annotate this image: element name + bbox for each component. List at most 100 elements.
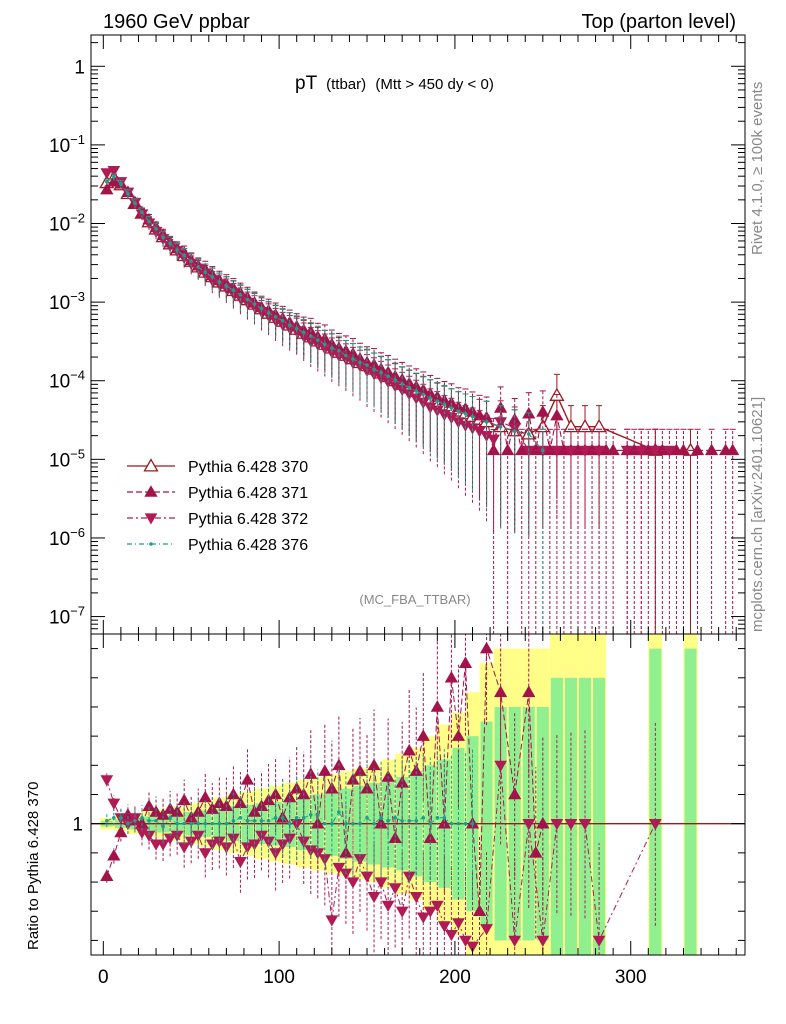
legend-entry-4: Pythia 6.428 376 <box>127 537 308 554</box>
data-point <box>100 168 114 180</box>
ratio-point <box>224 821 229 826</box>
data-point <box>386 374 390 379</box>
data-point <box>203 270 208 275</box>
data-point <box>100 182 114 195</box>
ratio-point <box>212 796 226 809</box>
data-point <box>508 423 522 435</box>
ratio-point <box>198 790 212 803</box>
ratio-line <box>106 648 544 912</box>
data-point <box>536 405 550 417</box>
data-point <box>294 326 299 331</box>
ratio-point <box>564 819 578 831</box>
ratio-point <box>177 793 191 806</box>
data-point <box>301 330 306 335</box>
ratio-point <box>344 821 348 826</box>
ratio-point <box>529 846 543 858</box>
ratio-point <box>189 821 194 826</box>
series-line <box>106 176 691 452</box>
ratio-point <box>147 818 151 823</box>
data-point <box>133 201 137 206</box>
ratio-point <box>217 821 222 826</box>
ratio-point <box>315 813 320 817</box>
data-point <box>107 166 121 178</box>
data-point <box>344 353 348 358</box>
ratio-point <box>248 839 261 851</box>
ratio-point <box>266 818 271 823</box>
ratio-point <box>452 918 465 930</box>
ratio-point <box>234 856 247 869</box>
series-line <box>106 181 733 451</box>
x-tick-label: 200 <box>439 967 471 988</box>
x-tick-label: 100 <box>263 967 295 988</box>
ratio-point <box>245 818 250 823</box>
ratio-point <box>112 816 116 820</box>
data-point <box>224 284 229 288</box>
ratio-point <box>128 813 142 825</box>
ratio-point <box>196 821 201 826</box>
ratio-y-tick-label: 1 <box>72 815 83 836</box>
ratio-point <box>205 839 219 851</box>
data-point <box>498 424 503 429</box>
ratio-point <box>231 818 236 823</box>
plot-title-main: pT <box>295 73 318 94</box>
data-point <box>407 385 412 390</box>
ratio-point <box>168 816 172 820</box>
data-point <box>126 191 130 196</box>
data-point <box>663 445 676 457</box>
data-point <box>266 311 271 315</box>
series-line <box>106 176 544 451</box>
y-tick-label: 10−5 <box>49 446 85 471</box>
data-point <box>704 443 719 456</box>
ratio-point <box>198 848 212 860</box>
ratio-point <box>536 935 550 947</box>
ratio-point <box>100 869 114 881</box>
data-point <box>606 443 620 456</box>
y-tick-label: 10−3 <box>49 289 85 314</box>
ratio-point <box>358 821 362 826</box>
ratio-point <box>466 941 479 953</box>
series-2 <box>100 174 740 634</box>
data-point <box>577 418 593 433</box>
y-tick-label: 1 <box>74 57 85 78</box>
ratio-point <box>294 816 299 820</box>
data-point <box>323 342 327 347</box>
data-point <box>463 411 468 416</box>
ratio-point <box>409 764 423 776</box>
analysis-watermark: (MC_FBA_TTBAR) <box>359 592 470 607</box>
data-point <box>726 443 740 456</box>
main-plot-series <box>99 166 740 634</box>
ratio-point <box>119 816 123 820</box>
data-point <box>308 334 313 338</box>
ratio-point <box>472 904 487 917</box>
legend: Pythia 6.428 370 Pythia 6.428 371 Pythia 6… <box>127 458 308 554</box>
data-point <box>135 209 149 221</box>
ratio-point <box>522 685 536 698</box>
ratio-point <box>273 816 278 820</box>
data-point <box>351 357 355 361</box>
data-point <box>648 445 662 457</box>
data-point <box>591 418 607 433</box>
ratio-point <box>154 818 158 823</box>
ratio-point <box>444 670 459 683</box>
data-point <box>421 392 426 397</box>
ratio-point <box>456 821 461 826</box>
data-point <box>550 445 564 457</box>
ratio-point <box>550 819 564 831</box>
ratio-point <box>220 842 233 854</box>
ratio-point <box>416 729 430 741</box>
ratio-point <box>142 799 156 811</box>
data-point <box>252 302 257 306</box>
legend-entry-1: Pythia 6.428 370 <box>127 458 308 476</box>
band-green-bin <box>593 677 606 955</box>
x-tick-label: 0 <box>98 967 109 988</box>
ratio-point <box>114 825 128 838</box>
rivet-version-label: Rivet 4.1.0, ≥ 100k events <box>749 82 766 255</box>
ratio-point <box>400 818 404 823</box>
ratio-point <box>367 892 381 904</box>
ratio-point <box>360 781 374 794</box>
data-point <box>259 306 264 311</box>
ratio-point <box>470 821 475 826</box>
ratio-point <box>156 808 170 820</box>
data-point <box>182 253 186 258</box>
